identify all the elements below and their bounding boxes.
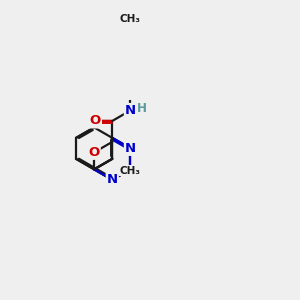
Text: O: O (90, 114, 101, 128)
Text: CH₃: CH₃ (119, 166, 140, 176)
Text: CH₃: CH₃ (120, 14, 141, 24)
Text: O: O (88, 146, 100, 159)
Text: N: N (125, 104, 136, 117)
Text: N: N (125, 142, 136, 155)
Text: H: H (137, 102, 147, 116)
Text: N: N (107, 173, 118, 186)
